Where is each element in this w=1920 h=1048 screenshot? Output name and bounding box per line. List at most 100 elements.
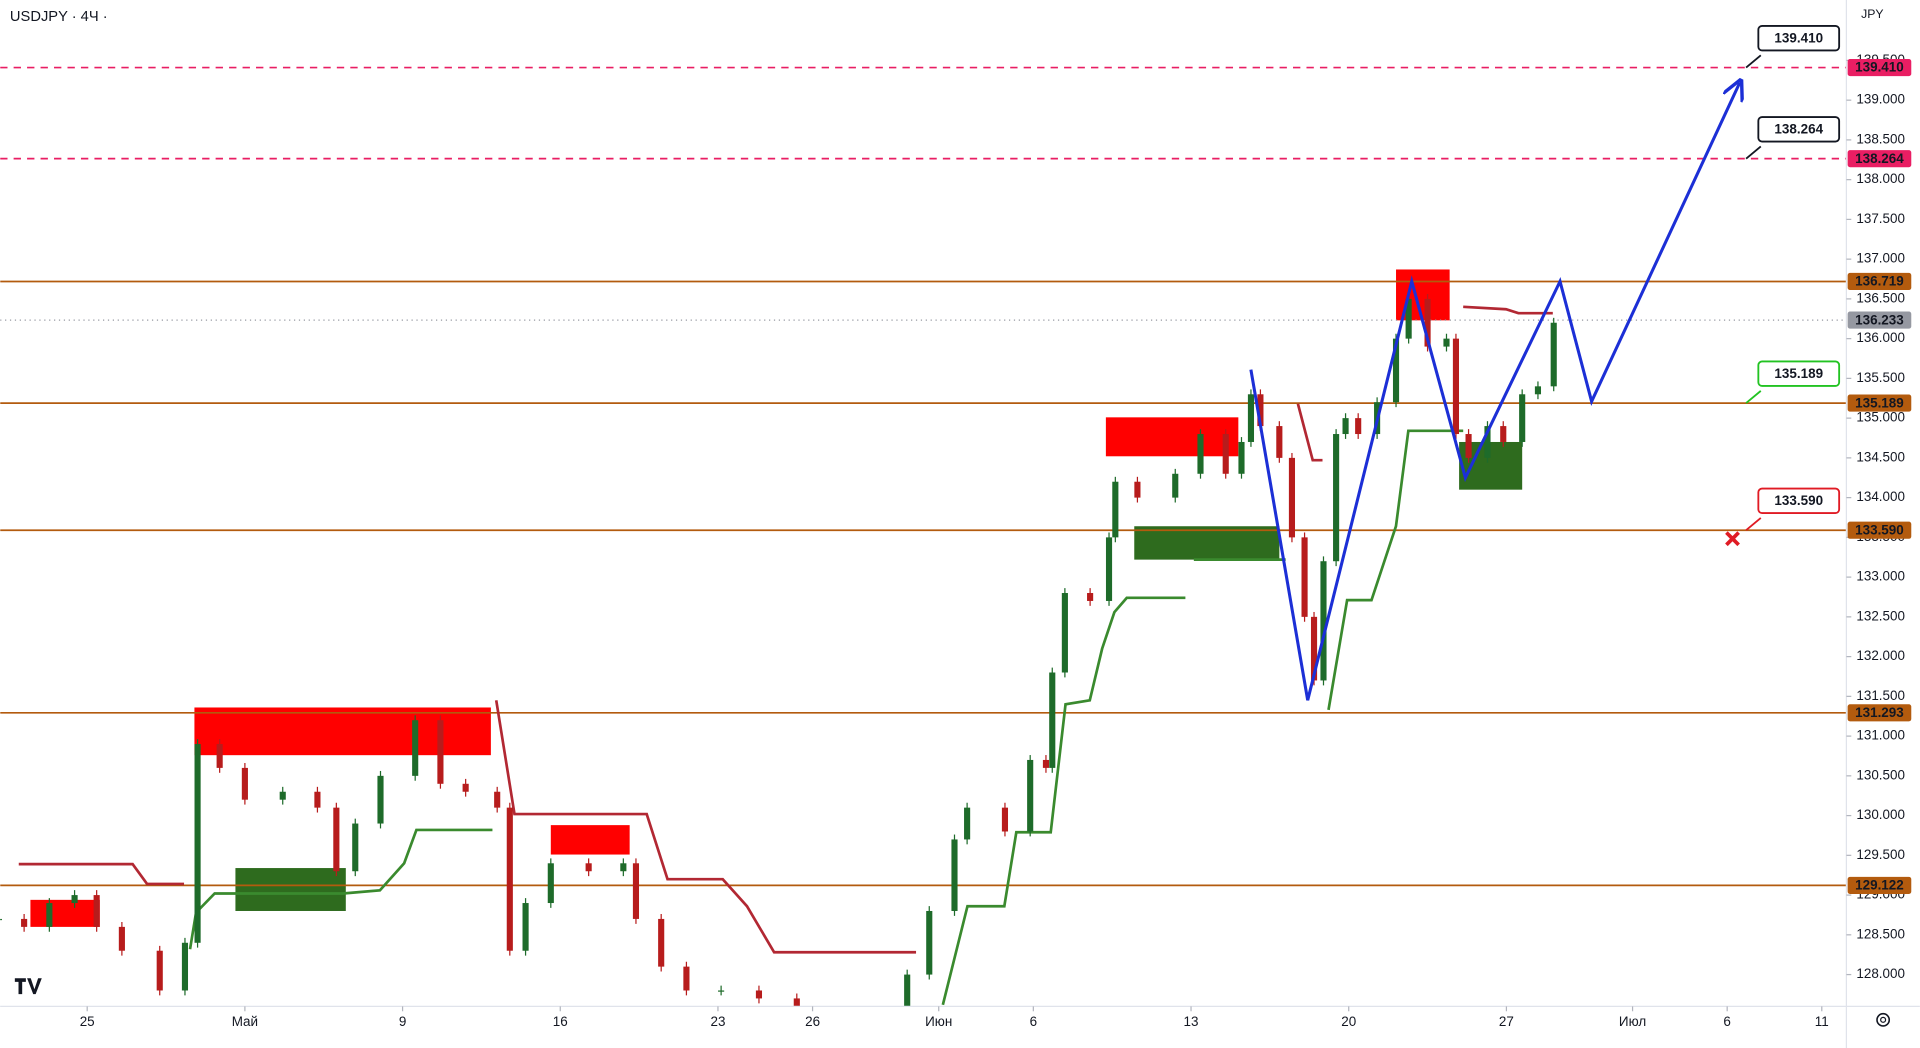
x-tick-label: 6 (1723, 1014, 1730, 1029)
candle (437, 720, 444, 784)
x-tick-label: Июн (925, 1014, 952, 1029)
callout-label: 139.410 (1774, 30, 1823, 45)
zone (235, 868, 346, 911)
y-tick-label: 134.500 (1856, 449, 1905, 464)
x-tick-label: 6 (1030, 1014, 1037, 1029)
candle (1087, 593, 1094, 601)
candle (181, 942, 189, 991)
y-tick-label: 135.500 (1856, 370, 1905, 385)
level-tag (1847, 58, 1912, 77)
candle (683, 966, 690, 991)
level-label: 129.122 (1855, 878, 1904, 893)
y-tick-label: 135.000 (1856, 410, 1905, 425)
y-tick-label: 130.500 (1856, 767, 1905, 782)
candle (1049, 672, 1056, 768)
candle (1392, 338, 1400, 403)
candle (620, 863, 627, 872)
zone (194, 707, 491, 756)
level-tag (1847, 150, 1912, 168)
candle (964, 807, 971, 840)
level-tag (1847, 311, 1912, 329)
zone (1105, 417, 1239, 457)
candle (333, 807, 340, 872)
x-tick-label: 25 (80, 1014, 95, 1029)
axes: 128.000128.500129.000129.500130.000130.5… (80, 52, 1912, 1029)
candle (718, 990, 725, 992)
x-tick-label: 16 (553, 1014, 568, 1029)
y-tick-label: 139.000 (1856, 92, 1905, 107)
trail-line (1327, 429, 1464, 711)
candle (1042, 759, 1050, 768)
candle (71, 895, 78, 904)
candle (314, 791, 321, 808)
zone (1134, 526, 1280, 560)
candle (1534, 386, 1542, 395)
callout-label: 138.264 (1774, 121, 1823, 136)
trail-line (1296, 403, 1323, 462)
level-tag (1847, 876, 1912, 894)
candle (462, 783, 469, 792)
candle (1519, 394, 1526, 442)
candle (1222, 434, 1229, 474)
callout-label: 135.189 (1774, 366, 1823, 381)
settings-icon[interactable] (1876, 1012, 1891, 1027)
y-tick-label: 129.500 (1856, 847, 1905, 862)
candle (216, 744, 223, 768)
candle (1112, 481, 1119, 538)
candle (118, 926, 125, 951)
y-tick-label: 128.000 (1856, 966, 1905, 981)
projection-path (1249, 83, 1740, 701)
x-tick-label: 27 (1499, 1014, 1514, 1029)
candle (1257, 394, 1264, 427)
callout-box (1757, 25, 1841, 52)
candle (1443, 338, 1450, 347)
candle (1405, 298, 1412, 339)
level-label: 138.264 (1855, 151, 1904, 166)
x-tick-label: 20 (1341, 1014, 1356, 1029)
y-tick-label: 138.500 (1856, 131, 1905, 146)
candle (1465, 434, 1472, 458)
candle (632, 863, 640, 919)
x-tick-label: Июл (1619, 1014, 1646, 1029)
y-tick-label: 130.000 (1856, 807, 1905, 822)
candle (658, 918, 665, 967)
candle (279, 791, 286, 800)
candle (1342, 418, 1349, 435)
candle (1484, 426, 1491, 458)
currency[interactable]: JPY (1861, 7, 1883, 21)
candle (1310, 616, 1318, 681)
candle (412, 720, 419, 776)
plot-area (0, 66, 1847, 1007)
candle (547, 863, 554, 904)
candle (926, 910, 933, 975)
candle (951, 839, 958, 911)
level-label: 131.293 (1855, 705, 1904, 720)
y-tick-label: 136.500 (1856, 290, 1905, 305)
candle (0, 918, 2, 921)
candle (506, 807, 513, 951)
x-tick-label: 13 (1184, 1014, 1199, 1029)
x-tick-label: 26 (805, 1014, 820, 1029)
candle (1134, 481, 1141, 498)
level-tag (1847, 521, 1912, 539)
candle (1320, 561, 1327, 681)
y-tick-label: 134.000 (1856, 489, 1905, 504)
callout-box (1757, 116, 1841, 143)
y-tick-label: 133.000 (1856, 569, 1905, 584)
candle (156, 950, 163, 991)
candle (1500, 426, 1507, 442)
zone (550, 825, 630, 855)
y-tick-label: 138.000 (1856, 171, 1905, 186)
level-label: 136.233 (1855, 312, 1904, 327)
callout-pointer (1745, 54, 1762, 69)
y-tick-label: 128.500 (1856, 926, 1905, 941)
candle (793, 998, 800, 1007)
candle (1061, 593, 1068, 673)
candle (1027, 759, 1034, 832)
level-tag (1847, 272, 1912, 291)
candle (522, 903, 529, 951)
candle (1452, 338, 1460, 435)
symbol-header: USDJPY · 4Ч · (10, 9, 108, 25)
y-tick-label: 132.000 (1856, 648, 1905, 663)
